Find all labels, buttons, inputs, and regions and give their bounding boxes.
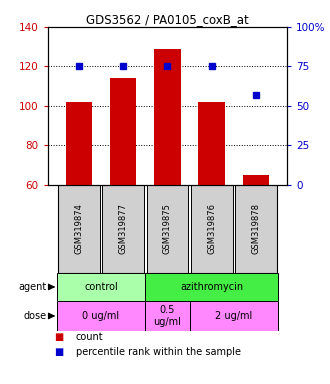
Bar bbox=[198, 102, 225, 303]
Text: GSM319877: GSM319877 bbox=[119, 204, 128, 255]
Text: percentile rank within the sample: percentile rank within the sample bbox=[76, 347, 241, 357]
Bar bbox=[66, 102, 92, 303]
FancyBboxPatch shape bbox=[57, 301, 145, 331]
Text: ■: ■ bbox=[54, 332, 64, 342]
Text: 0 ug/ml: 0 ug/ml bbox=[82, 311, 119, 321]
FancyBboxPatch shape bbox=[190, 301, 278, 331]
Text: count: count bbox=[76, 332, 104, 342]
FancyBboxPatch shape bbox=[102, 185, 144, 273]
FancyBboxPatch shape bbox=[145, 273, 278, 301]
Text: 0.5
ug/ml: 0.5 ug/ml bbox=[153, 305, 182, 327]
Text: GSM319874: GSM319874 bbox=[74, 204, 83, 254]
FancyBboxPatch shape bbox=[147, 185, 188, 273]
Text: dose: dose bbox=[24, 311, 47, 321]
Text: GSM319876: GSM319876 bbox=[207, 204, 216, 255]
Text: azithromycin: azithromycin bbox=[180, 282, 243, 292]
Text: ■: ■ bbox=[54, 347, 64, 357]
Text: agent: agent bbox=[19, 282, 47, 292]
Text: GSM319878: GSM319878 bbox=[251, 204, 261, 255]
Title: GDS3562 / PA0105_coxB_at: GDS3562 / PA0105_coxB_at bbox=[86, 13, 249, 26]
FancyBboxPatch shape bbox=[191, 185, 233, 273]
Bar bbox=[110, 78, 137, 303]
Text: GSM319875: GSM319875 bbox=[163, 204, 172, 254]
Text: control: control bbox=[84, 282, 118, 292]
Bar bbox=[154, 49, 181, 303]
FancyBboxPatch shape bbox=[235, 185, 277, 273]
FancyBboxPatch shape bbox=[145, 301, 190, 331]
Bar bbox=[243, 175, 269, 303]
FancyBboxPatch shape bbox=[57, 273, 145, 301]
FancyBboxPatch shape bbox=[58, 185, 100, 273]
Text: 2 ug/ml: 2 ug/ml bbox=[215, 311, 252, 321]
